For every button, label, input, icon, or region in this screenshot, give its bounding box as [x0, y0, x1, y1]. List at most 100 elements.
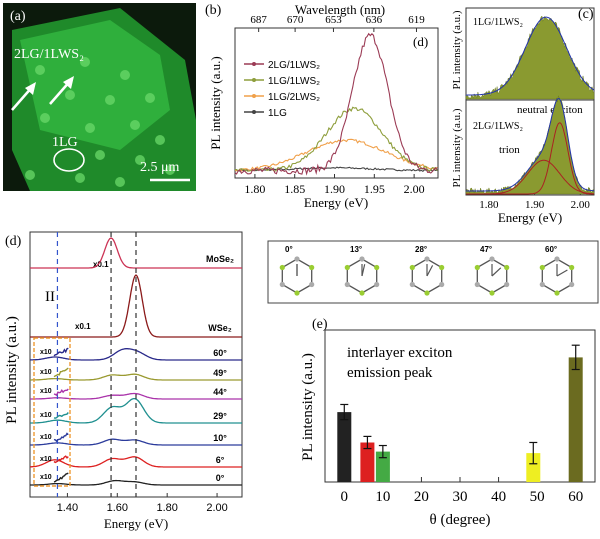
bright-spot [85, 123, 95, 133]
reference-lines [56, 232, 137, 497]
x10-segment [53, 367, 69, 378]
bar [337, 412, 352, 482]
x10-segment [53, 455, 69, 464]
x10-label: x10 [40, 474, 52, 481]
legend-marker [252, 94, 256, 98]
bright-spot [155, 135, 165, 145]
x10-segment [53, 388, 69, 397]
bright-spot [165, 165, 175, 175]
x10-label: x10 [40, 456, 52, 463]
x-tick-label: 1.40 [57, 502, 78, 514]
axis-rot [491, 267, 502, 277]
atom [489, 290, 495, 296]
axis-rot [556, 269, 568, 277]
top-tick-label: 636 [366, 14, 383, 26]
angle-label: 0° [285, 245, 293, 254]
angle-label: 13° [350, 245, 362, 254]
atom [439, 281, 445, 288]
legend-entry: 2LG/1LWS₂ [268, 60, 320, 71]
panel-e: (e) interlayer exciton emission peak PL … [300, 317, 596, 528]
angle-label: 28° [415, 245, 427, 254]
trace-label: 0° [216, 473, 225, 483]
trace-label: 44° [213, 387, 227, 397]
trace-label: WSe₂ [208, 323, 232, 333]
legend-marker [252, 62, 256, 66]
legend-entry: 1LG/1LWS₂ [268, 76, 320, 87]
arrow-1-head [25, 82, 36, 95]
top-tick-label: 653 [325, 14, 342, 26]
trion-label: trion [499, 144, 520, 156]
panel-c-label: (c) [578, 7, 594, 22]
atom [489, 256, 495, 262]
atom [554, 256, 560, 262]
bright-spot [65, 90, 75, 100]
spectrum-line [235, 138, 438, 172]
top-tick-label: 670 [287, 14, 304, 26]
trace-line [30, 274, 242, 338]
bright-spot [115, 177, 125, 187]
legend-marker [252, 110, 256, 114]
bright-spot [105, 95, 115, 105]
atom [309, 264, 315, 271]
axis-rot [361, 264, 366, 277]
x-tick-label: 1.90 [324, 182, 345, 196]
x-tick-label: 1.95 [364, 182, 385, 196]
atom [504, 281, 510, 288]
x-tick-label: 1.60 [107, 502, 128, 514]
top-axis-title: Wavelength (nm) [295, 2, 385, 17]
panel-b-xlabel: Energy (eV) [304, 195, 368, 210]
panel-c: (c) 1LG/1LWS₂ 2LG/1LWS₂ neutral exciton … [451, 7, 595, 225]
spectra-b [234, 32, 438, 176]
bottom-axis-ticks: 1.80 1.85 1.90 1.95 2.00 [244, 174, 425, 196]
x01-label-a: x0.1 [93, 260, 109, 269]
panel-e-ylabel: PL intensity (a.u.) [300, 353, 316, 461]
trace-line [30, 397, 242, 424]
x-tick-label: 2.00 [206, 502, 227, 514]
bright-spot [40, 113, 50, 123]
scalebar-label: 2.5 μm [140, 160, 180, 175]
bar [360, 442, 375, 482]
panel-b-label: (b) [205, 3, 222, 18]
panel-b: (b) Wavelength (nm) 687 670 653 636 619 (d) … [205, 2, 439, 210]
atom [424, 256, 430, 262]
x-tick-label: 20 [414, 489, 429, 505]
x-tick-label: 1.85 [284, 182, 305, 196]
trace-label: 60° [213, 348, 227, 358]
stacking-structures: 0° 13° 28° 47° 60° [267, 240, 599, 304]
legend-b: 2LG/1LWS₂ 1LG/1LWS₂ 1LG/2LWS₂ 1LG [244, 60, 320, 119]
atom [374, 281, 380, 288]
flake-bilayer [20, 20, 170, 150]
atom [344, 281, 350, 288]
c-ylabel-bottom: PL intensity (a.u.) [451, 108, 463, 187]
atom [439, 264, 445, 271]
atom [294, 290, 300, 296]
bar [568, 357, 583, 482]
x10-label: x10 [40, 369, 52, 376]
c-xlabel: Energy (eV) [498, 210, 562, 225]
x-tick-label: 1.80 [244, 182, 265, 196]
bright-spot [35, 65, 45, 75]
label-1lg: 1LG [52, 135, 78, 150]
bright-spots [25, 57, 175, 187]
panel-b-ylabel: PL intensity (a.u.) [208, 56, 223, 149]
panel-d-label: (d) [5, 234, 22, 249]
plot-frame-b [234, 27, 439, 179]
sublabel-d: (d) [413, 34, 428, 49]
x-tick-label: 10 [375, 489, 390, 505]
atom [344, 264, 350, 271]
trace-line [30, 373, 242, 381]
x-tick-label: 1.90 [525, 199, 545, 211]
trace-label: 49° [213, 368, 227, 378]
atom [474, 281, 480, 288]
x-tick-label: 2.00 [404, 182, 425, 196]
d-x-ticks: 1.40 1.60 1.80 2.00 [57, 493, 228, 514]
atom [294, 256, 300, 262]
spectrum-line [234, 32, 438, 176]
x-tick-label: 2.00 [571, 199, 591, 211]
panel-d-xlabel: Energy (eV) [104, 516, 168, 531]
atom [374, 264, 380, 271]
x10-highlight-box [33, 337, 71, 487]
atom [424, 290, 430, 296]
bright-spot [135, 155, 145, 165]
